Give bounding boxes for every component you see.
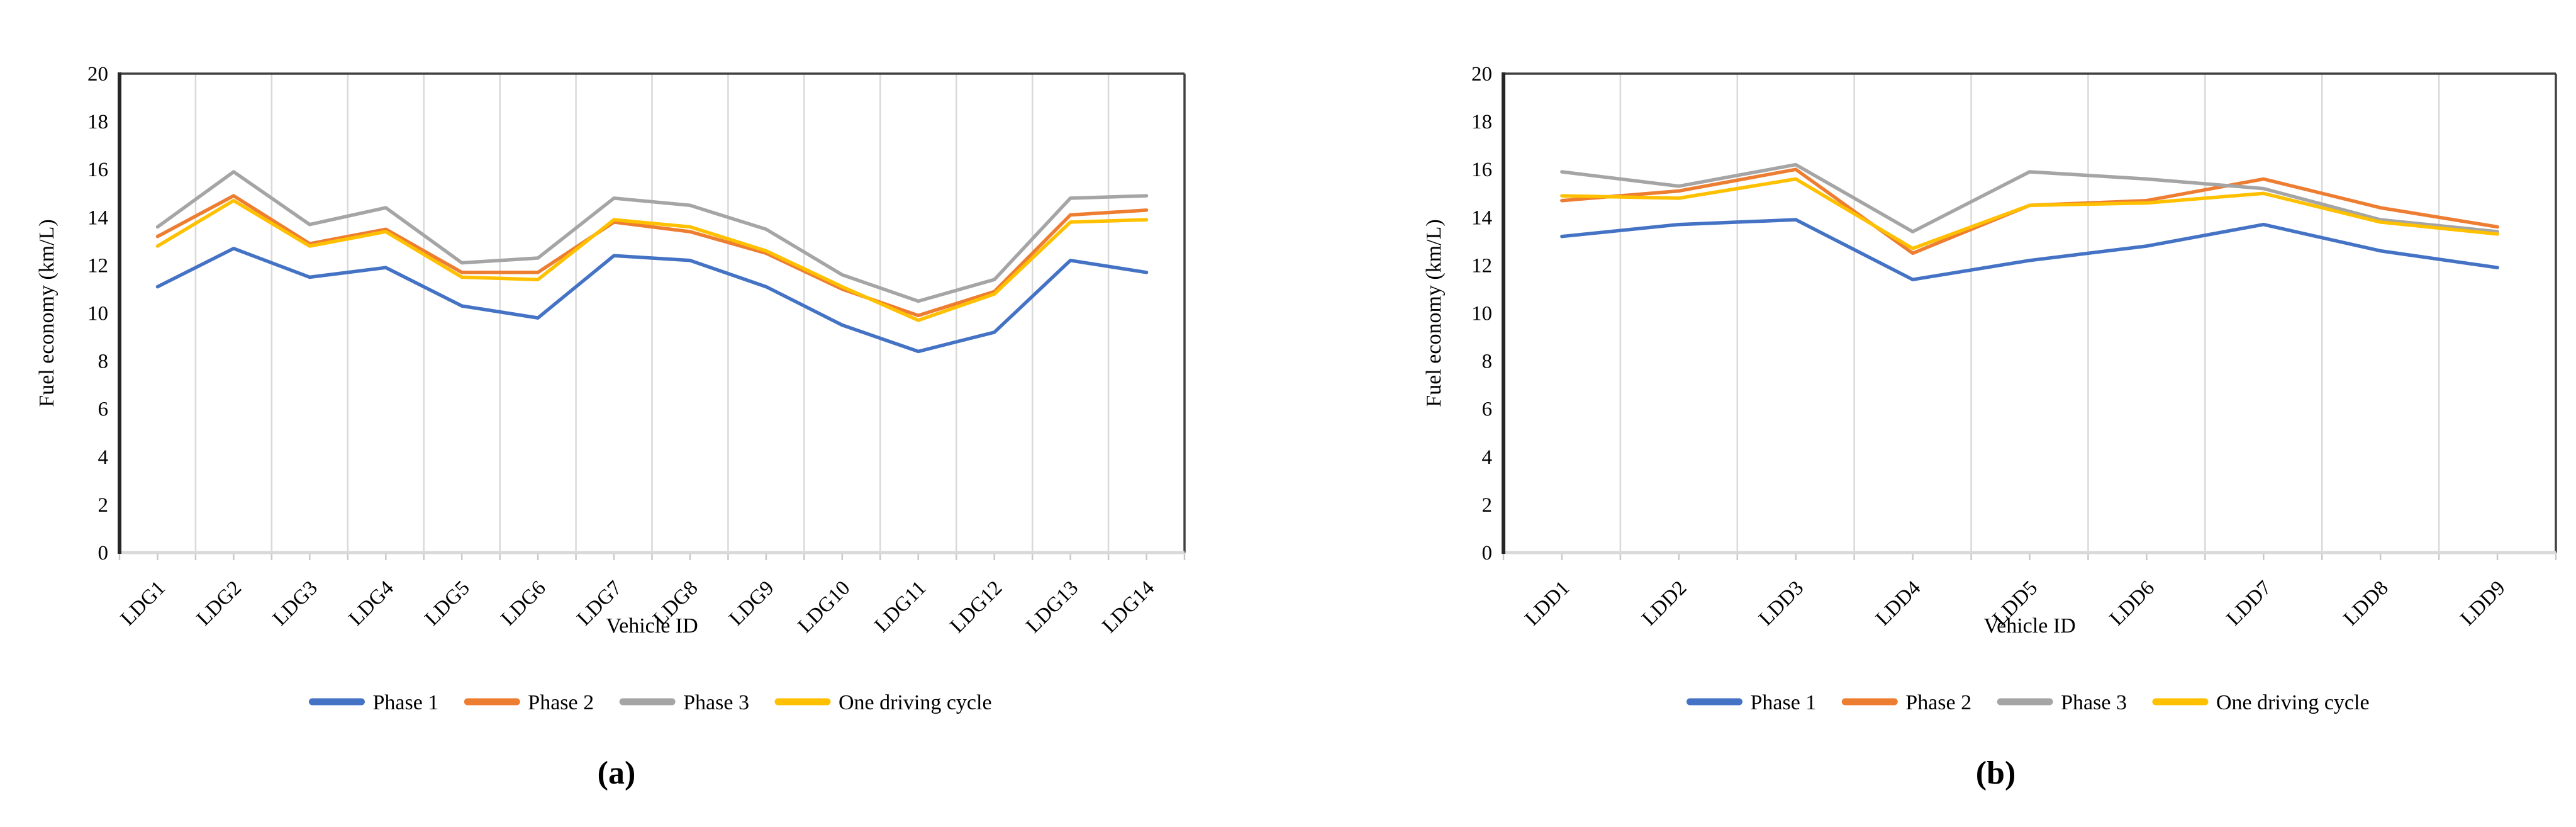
y-tick-label: 18 [87, 111, 108, 133]
y-tick-labels: 0 2 4 6 8 10 12 14 16 18 20 [87, 63, 108, 565]
x-tick-label: LDG6 [497, 577, 550, 630]
y-tick-label: 16 [1471, 159, 1492, 181]
legend-item-phase-2: Phase 2 [1841, 691, 1971, 714]
series-line-phase-3 [155, 170, 1149, 303]
y-tick-label: 0 [98, 542, 109, 565]
chart-panel-b: 0 2 4 6 8 10 12 14 16 18 20 LDD1 LDD2 LDD3 LDD4 LDD5 LDD… [1415, 9, 2576, 792]
line-chart-b: 0 2 4 6 8 10 12 14 16 18 20 LDD1 LDD2 LDD3 LDD4 LDD5 LDD… [1415, 9, 2576, 746]
x-tick-label: LDD1 [1521, 577, 1575, 630]
series-line-phase-3 [1560, 162, 2499, 233]
y-tick-label: 6 [1482, 398, 1493, 421]
legend-item-phase-1: Phase 1 [1686, 691, 1816, 714]
legend-label: Phase 1 [1750, 691, 1816, 714]
y-tick-label: 10 [1471, 303, 1492, 325]
gridlines [1619, 74, 2440, 553]
y-tick-label: 6 [98, 398, 109, 421]
y-axis-title: Fuel economy (km/L) [1422, 219, 1446, 407]
x-tick-label: LDG4 [345, 577, 398, 630]
x-tick-label: LDG11 [871, 577, 931, 637]
x-tick-label: LDG14 [1098, 577, 1159, 638]
x-tick-label: LDD2 [1637, 577, 1691, 630]
caption-a: (a) [597, 755, 636, 791]
legend-label: One driving cycle [839, 691, 992, 714]
line-chart-a: 0 2 4 6 8 10 12 14 16 18 20 LDG1 LDG2 LDG3 LDG4 LDG5 LDG… [25, 9, 1208, 746]
legend-item-one-driving-cycle: One driving cycle [774, 691, 992, 714]
y-tick-label: 20 [1471, 63, 1492, 86]
x-tick-label: LDG9 [725, 577, 778, 630]
y-tick-label: 12 [1471, 254, 1492, 277]
caption-b: (b) [1975, 755, 2016, 791]
x-tick-label: LDG3 [269, 577, 322, 630]
x-tick-label: LDD9 [2456, 577, 2510, 630]
x-tick-label: LDG5 [421, 577, 474, 630]
series-line-phase-1 [155, 247, 1149, 354]
y-axis-title: Fuel economy (km/L) [35, 219, 59, 407]
chart-panel-a: 0 2 4 6 8 10 12 14 16 18 20 LDG1 LDG2 LDG3 LDG4 LDG5 LDG… [25, 9, 1208, 792]
x-tick-label: LDG10 [794, 577, 855, 638]
y-tick-label: 10 [87, 303, 108, 325]
legend-item-phase-1: Phase 1 [308, 691, 438, 714]
y-tick-label: 16 [87, 159, 108, 181]
legend-label: Phase 1 [372, 691, 438, 714]
legend-item-phase-3: Phase 3 [1997, 691, 2127, 714]
y-tick-label: 14 [1471, 206, 1492, 229]
x-tick-label: LDD4 [1871, 577, 1925, 630]
legend-label: Phase 2 [528, 691, 594, 714]
x-tick-label: LDD3 [1754, 577, 1808, 630]
series-line-phase-1 [1560, 218, 2499, 281]
legend-item-phase-2: Phase 2 [464, 691, 594, 714]
x-tick-label: LDD8 [2339, 577, 2393, 630]
legend-label: Phase 3 [2061, 691, 2127, 714]
chart-a-svg: 0 2 4 6 8 10 12 14 16 18 20 LDG1 LDG2 LDG3 LDG4 LDG5 LDG… [35, 63, 1186, 714]
x-axis-ticks [118, 553, 1186, 560]
legend: Phase 1 Phase 2 Phase 3 One driving cycle [308, 691, 992, 714]
legend-item-one-driving-cycle: One driving cycle [2152, 691, 2370, 714]
x-tick-label: LDD7 [2222, 577, 2276, 630]
series-line-one-driving-cycle [1560, 177, 2499, 250]
y-tick-label: 20 [87, 63, 108, 86]
legend-label: One driving cycle [2216, 691, 2370, 714]
y-tick-label: 14 [87, 206, 108, 229]
y-tick-label: 8 [1482, 351, 1493, 373]
series-line-one-driving-cycle [155, 198, 1149, 322]
gridlines [194, 74, 1110, 553]
x-tick-label: LDD6 [2105, 577, 2159, 630]
y-tick-labels: 0 2 4 6 8 10 12 14 16 18 20 [1471, 63, 1492, 565]
legend-label: Phase 2 [1905, 691, 1971, 714]
y-tick-label: 2 [1482, 494, 1493, 517]
x-axis-title: Vehicle ID [606, 614, 698, 638]
legend-label: Phase 3 [683, 691, 749, 714]
x-tick-label: LDG2 [192, 577, 246, 630]
y-tick-label: 18 [1471, 111, 1492, 133]
x-tick-label: LDG13 [1022, 577, 1083, 638]
y-tick-label: 2 [98, 494, 109, 517]
y-tick-label: 12 [87, 254, 108, 277]
y-tick-label: 4 [1482, 446, 1493, 469]
y-tick-label: 0 [1482, 542, 1493, 565]
x-tick-label: LDG1 [116, 577, 170, 630]
x-tick-label: LDG12 [946, 577, 1007, 638]
legend-item-phase-3: Phase 3 [619, 691, 749, 714]
y-tick-label: 8 [98, 351, 109, 373]
legend: Phase 1 Phase 2 Phase 3 One driving cycle [1686, 691, 2370, 714]
series-line-phase-2 [155, 194, 1149, 318]
x-axis-title: Vehicle ID [1983, 614, 2075, 638]
y-tick-label: 4 [98, 446, 109, 469]
